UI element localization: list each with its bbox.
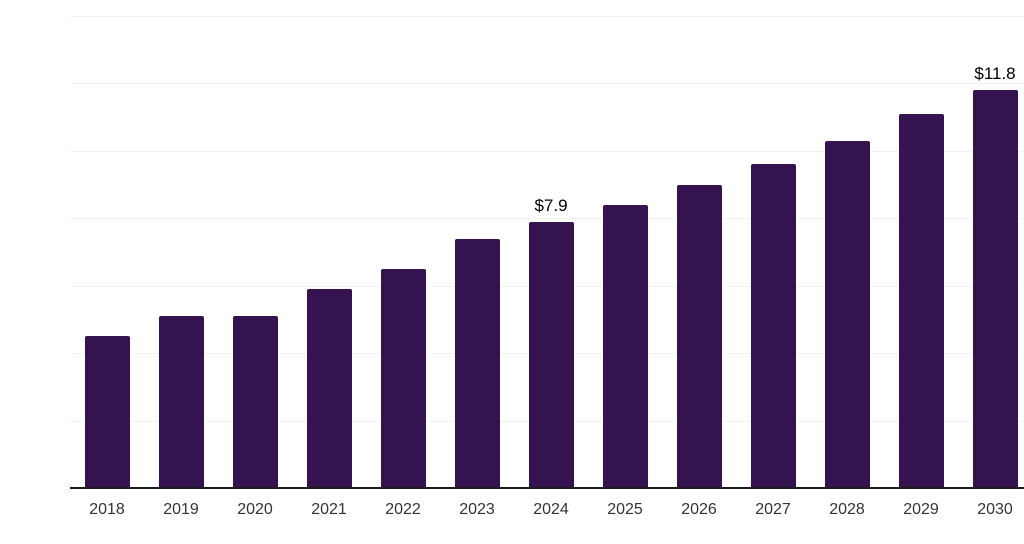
x-tick-2028: 2028 [829, 501, 865, 518]
bar-2024 [528, 221, 574, 488]
bar-2022 [380, 268, 426, 488]
x-tick-2018: 2018 [89, 501, 125, 518]
gridline-y-12 [70, 83, 1024, 84]
bar-2029 [898, 113, 944, 488]
bar-2019 [158, 316, 204, 488]
data-label-2024: $7.9 [534, 195, 568, 215]
x-tick-2027: 2027 [755, 501, 791, 518]
bar-2028 [824, 140, 870, 488]
gridline-y-8 [70, 218, 1024, 219]
x-tick-2030: 2030 [977, 501, 1013, 518]
x-tick-2019: 2019 [163, 501, 199, 518]
x-tick-2025: 2025 [607, 501, 643, 518]
data-label-2030: $11.8 [974, 64, 1016, 84]
bar-2021 [306, 289, 352, 488]
bar-2030 [972, 90, 1018, 488]
bar-chart: 2018 2019 2020 2021 2022 2023 $7.9 2024 2025 2026… [40, 16, 1024, 528]
bar-2023 [454, 238, 500, 488]
bar-2018 [84, 336, 130, 488]
x-tick-2021: 2021 [311, 501, 347, 518]
gridline-y-10 [70, 151, 1024, 152]
bar-2027 [750, 164, 796, 488]
bar-2026 [676, 184, 722, 488]
x-tick-2020: 2020 [237, 501, 273, 518]
x-tick-2022: 2022 [385, 501, 421, 518]
gridline-y-14 [70, 16, 1024, 17]
x-tick-2024: 2024 [533, 501, 569, 518]
x-tick-2023: 2023 [459, 501, 495, 518]
bar-2025 [602, 204, 648, 488]
bar-2020 [232, 316, 278, 488]
x-tick-2029: 2029 [903, 501, 939, 518]
x-axis-line [70, 487, 1024, 489]
x-tick-2026: 2026 [681, 501, 717, 518]
